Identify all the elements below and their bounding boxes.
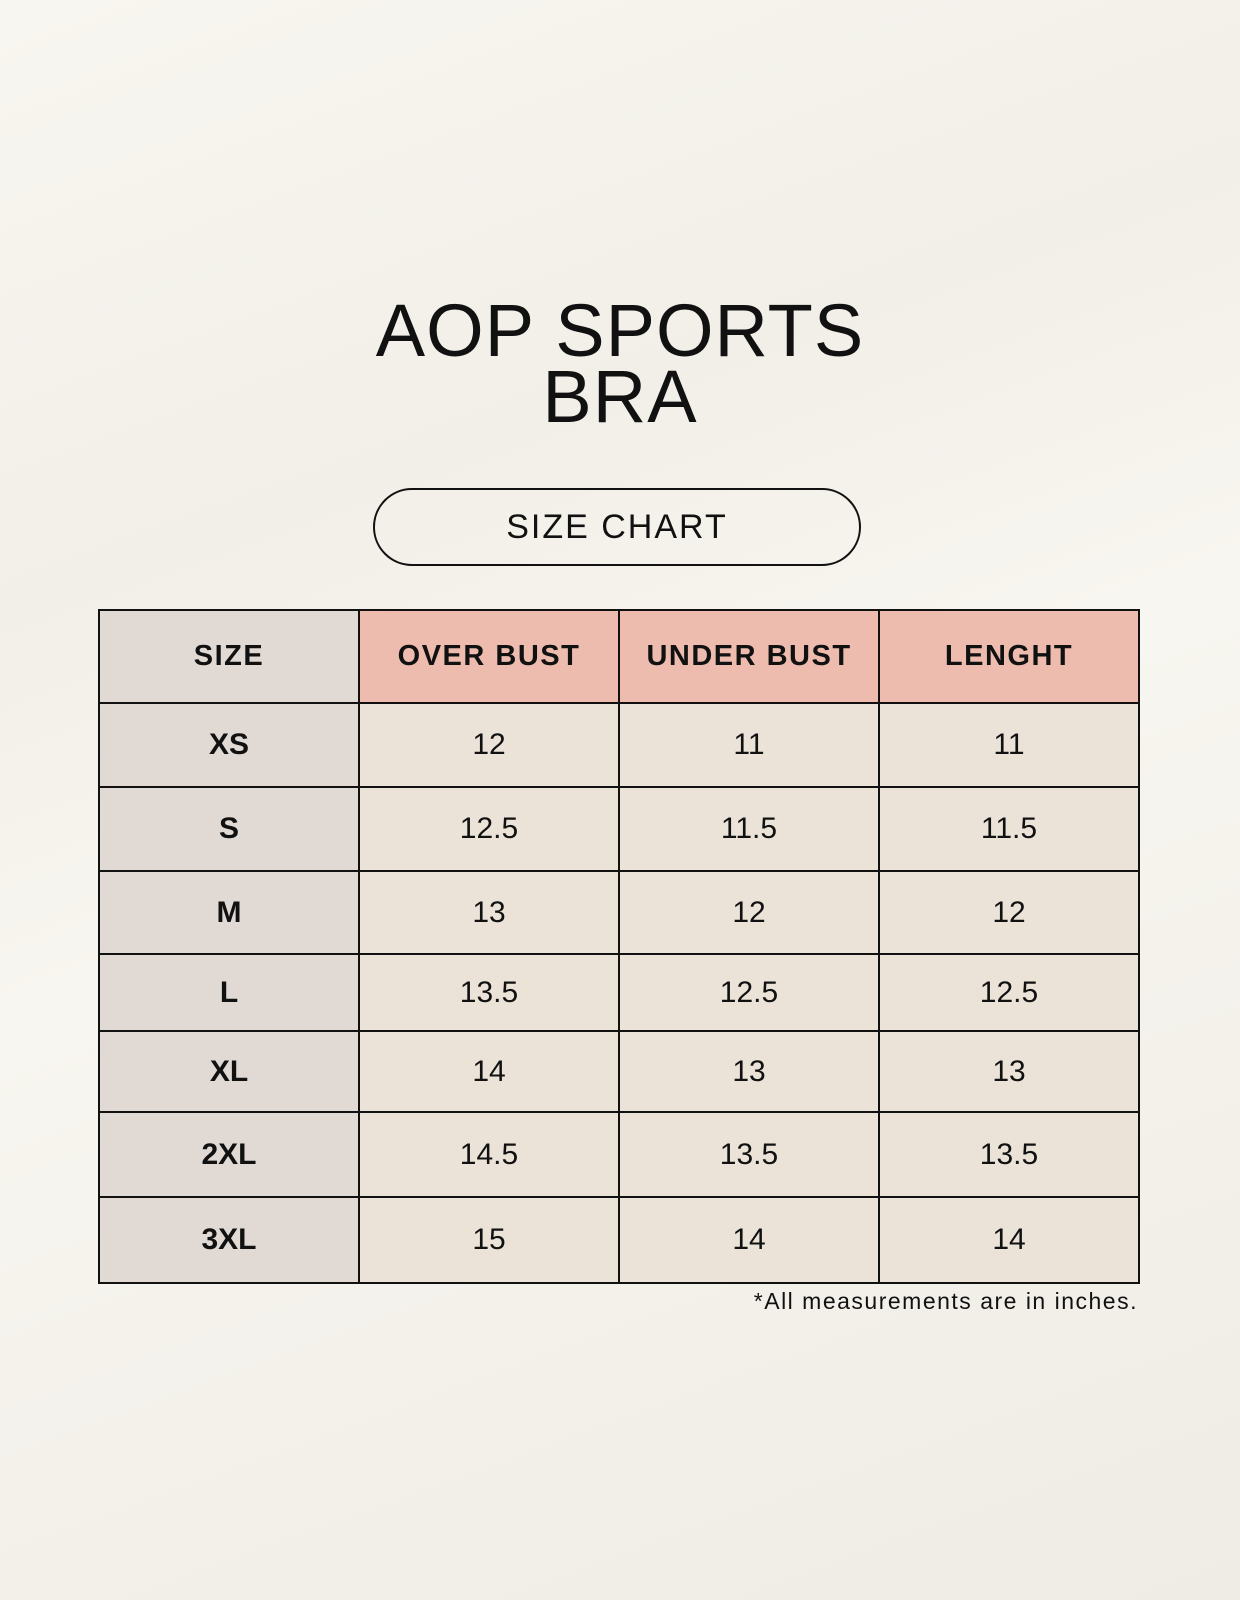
cell-size: L (98, 953, 360, 1032)
cell-under-bust: 12.5 (618, 953, 880, 1032)
cell-under-bust: 14 (618, 1196, 880, 1284)
table-row: S 12.5 11.5 11.5 (98, 786, 1140, 872)
cell-size: 3XL (98, 1196, 360, 1284)
cell-over-bust: 13 (358, 870, 620, 955)
table-row: XS 12 11 11 (98, 702, 1140, 788)
size-chart-label: SIZE CHART (373, 488, 861, 566)
table-row: M 13 12 12 (98, 870, 1140, 955)
table-row: 3XL 15 14 14 (98, 1196, 1140, 1284)
title-line-2: BRA (542, 355, 698, 438)
cell-under-bust: 11 (618, 702, 880, 788)
cell-over-bust: 12 (358, 702, 620, 788)
cell-length: 11.5 (878, 786, 1140, 872)
cell-over-bust: 15 (358, 1196, 620, 1284)
cell-over-bust: 14 (358, 1030, 620, 1113)
cell-over-bust: 13.5 (358, 953, 620, 1032)
cell-size: 2XL (98, 1111, 360, 1198)
cell-length: 12 (878, 870, 1140, 955)
header-length: LENGHT (878, 609, 1140, 704)
page-title: AOP SPORTS BRA (0, 289, 1240, 438)
cell-size: XL (98, 1030, 360, 1113)
cell-size: S (98, 786, 360, 872)
cell-over-bust: 14.5 (358, 1111, 620, 1198)
header-row: SIZE OVER BUST UNDER BUST LENGHT (98, 609, 1140, 704)
footnote: *All measurements are in inches. (753, 1288, 1138, 1314)
cell-under-bust: 12 (618, 870, 880, 955)
table-row: XL 14 13 13 (98, 1030, 1140, 1113)
cell-size: XS (98, 702, 360, 788)
cell-over-bust: 12.5 (358, 786, 620, 872)
header-over-bust: OVER BUST (358, 609, 620, 704)
cell-length: 14 (878, 1196, 1140, 1284)
table-row: L 13.5 12.5 12.5 (98, 953, 1140, 1032)
cell-length: 13 (878, 1030, 1140, 1113)
title-line-1: AOP SPORTS (375, 289, 865, 372)
cell-length: 12.5 (878, 953, 1140, 1032)
header-under-bust: UNDER BUST (618, 609, 880, 704)
header-size: SIZE (98, 609, 360, 704)
cell-length: 13.5 (878, 1111, 1140, 1198)
table-row: 2XL 14.5 13.5 13.5 (98, 1111, 1140, 1198)
size-table: SIZE OVER BUST UNDER BUST LENGHT XS 12 11 1… (98, 609, 1140, 1284)
cell-length: 11 (878, 702, 1140, 788)
cell-under-bust: 13.5 (618, 1111, 880, 1198)
cell-under-bust: 13 (618, 1030, 880, 1113)
cell-under-bust: 11.5 (618, 786, 880, 872)
cell-size: M (98, 870, 360, 955)
